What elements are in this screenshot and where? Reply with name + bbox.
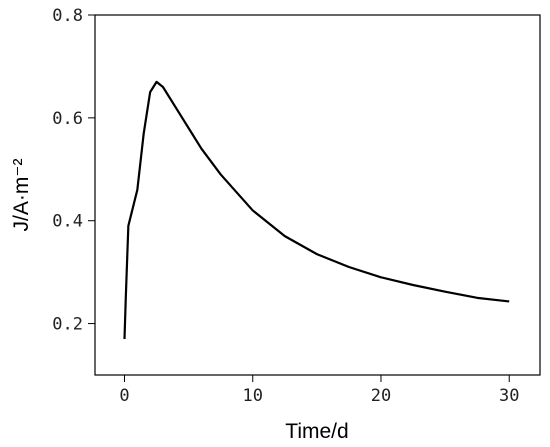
x-axis-label: Time/d (285, 420, 348, 443)
plot-frame (94, 14, 541, 376)
x-tick-label: 20 (371, 386, 391, 406)
x-tick-label: 10 (242, 386, 262, 406)
x-tick-label: 30 (499, 386, 519, 406)
y-tick-label: 0.6 (52, 109, 83, 129)
y-tick-label: 0.2 (52, 315, 83, 335)
y-tick-label: 0.8 (52, 6, 83, 26)
y-tick-label: 0.4 (52, 212, 83, 232)
y-axis-label: J/A·m⁻² (10, 159, 33, 232)
line-series (123, 80, 510, 340)
x-tick-label: 0 (119, 386, 129, 406)
